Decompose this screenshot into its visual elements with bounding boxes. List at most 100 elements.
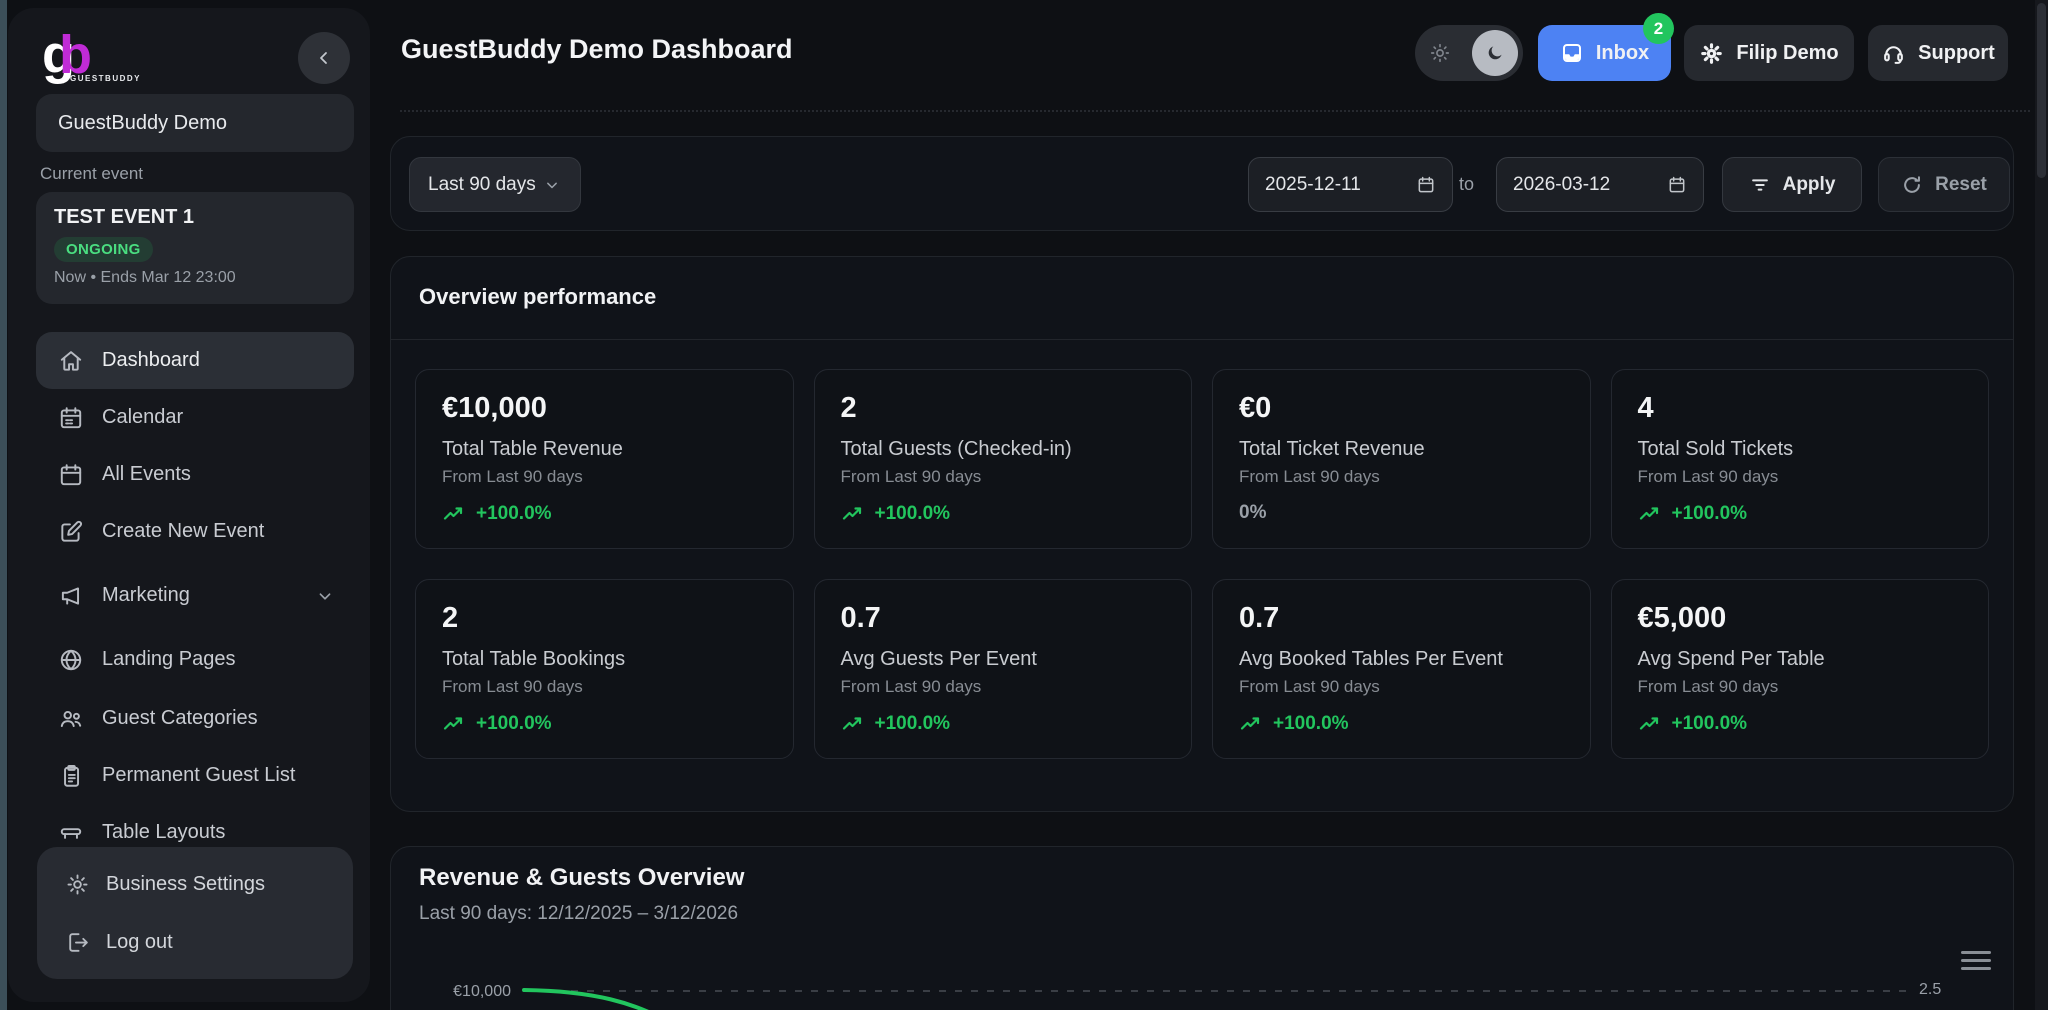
- sidebar-collapse-button[interactable]: [298, 32, 350, 84]
- page-title: GuestBuddy Demo Dashboard: [401, 34, 793, 65]
- chart-menu-button[interactable]: [1961, 951, 1991, 975]
- stat-value: 2: [841, 392, 1166, 425]
- trend-value: +100.0%: [1273, 713, 1349, 735]
- business-settings-button[interactable]: Business Settings: [47, 855, 343, 913]
- to-label: to: [1459, 157, 1474, 212]
- logout-icon: [65, 930, 90, 955]
- stat-value: €5,000: [1638, 602, 1963, 635]
- stat-sub: From Last 90 days: [841, 677, 1166, 697]
- trending-up-icon: [1638, 502, 1662, 526]
- gear-icon: [65, 872, 90, 897]
- stat-trend: +100.0%: [1638, 712, 1963, 736]
- sidebar-nav: Dashboard Calendar All Events Create New…: [36, 332, 354, 861]
- home-icon: [58, 348, 84, 374]
- hamburger-icon: [1961, 951, 1991, 954]
- sidebar-item-label: Permanent Guest List: [102, 764, 295, 787]
- sidebar-item-permanent-guest-list[interactable]: Permanent Guest List: [36, 747, 354, 804]
- trend-value: +100.0%: [476, 713, 552, 735]
- stat-label: Avg Spend Per Table: [1638, 648, 1963, 671]
- apply-button[interactable]: Apply: [1722, 157, 1862, 212]
- sidebar-item-label: Guest Categories: [102, 707, 258, 730]
- stat-label: Avg Booked Tables Per Event: [1239, 648, 1564, 671]
- sidebar-item-landing-pages[interactable]: Landing Pages: [36, 631, 354, 688]
- sidebar-item-label: Dashboard: [102, 349, 200, 372]
- date-to-value: 2026-03-12: [1513, 174, 1610, 196]
- filter-bar: Last 90 days 2025-12-11 to 2026-03-12 Ap…: [390, 136, 2014, 231]
- calendar-icon: [1667, 175, 1687, 195]
- stat-card-avg-booked-tables: 0.7 Avg Booked Tables Per Event From Las…: [1212, 579, 1591, 759]
- logout-button[interactable]: Log out: [47, 913, 343, 971]
- chevron-down-icon: [542, 175, 562, 195]
- sidebar-item-marketing[interactable]: Marketing: [36, 567, 354, 624]
- trending-up-icon: [442, 502, 466, 526]
- sun-icon: [1429, 42, 1451, 64]
- window-edge: [0, 0, 7, 1010]
- stat-sub: From Last 90 days: [1638, 677, 1963, 697]
- chart-subtitle: Last 90 days: 12/12/2025 – 3/12/2026: [419, 903, 738, 925]
- organization-name: GuestBuddy Demo: [58, 112, 227, 135]
- section-divider: [391, 339, 2013, 340]
- stat-label: Total Guests (Checked-in): [841, 438, 1166, 461]
- megaphone-icon: [58, 583, 84, 609]
- reset-label: Reset: [1935, 174, 1987, 196]
- overview-performance-section: Overview performance €10,000 Total Table…: [390, 256, 2014, 812]
- support-label: Support: [1918, 42, 1995, 65]
- trend-value: +100.0%: [476, 503, 552, 525]
- trending-up-icon: [841, 712, 865, 736]
- calendar-blank-icon: [58, 462, 84, 488]
- guestbuddy-logo: gb GUESTBUDDY: [42, 24, 162, 83]
- stat-value: 4: [1638, 392, 1963, 425]
- current-event-label: Current event: [40, 164, 143, 184]
- stat-sub: From Last 90 days: [442, 677, 767, 697]
- hamburger-icon: [1961, 967, 1991, 970]
- chevron-left-icon: [312, 46, 336, 70]
- revenue-chart-line: [521, 981, 1909, 1010]
- organization-selector[interactable]: GuestBuddy Demo: [36, 94, 354, 152]
- theme-toggle[interactable]: [1415, 25, 1523, 81]
- stat-label: Total Table Bookings: [442, 648, 767, 671]
- stat-card-total-sold-tickets: 4 Total Sold Tickets From Last 90 days +…: [1611, 369, 1990, 549]
- stat-trend: +100.0%: [442, 712, 767, 736]
- moon-icon: [1472, 30, 1518, 76]
- inbox-label: Inbox: [1596, 42, 1649, 65]
- app-window: gb GUESTBUDDY GuestBuddy Demo Current ev…: [0, 0, 2048, 1010]
- trending-up-icon: [1239, 712, 1263, 736]
- chart-area: [521, 981, 1909, 1010]
- stat-card-total-table-revenue: €10,000 Total Table Revenue From Last 90…: [415, 369, 794, 549]
- support-button[interactable]: Support: [1868, 25, 2008, 81]
- stat-value: 0.7: [841, 602, 1166, 635]
- stat-card-avg-guests-per-event: 0.7 Avg Guests Per Event From Last 90 da…: [814, 579, 1193, 759]
- y-axis-right-tick: 2.5: [1919, 981, 1941, 999]
- sidebar-item-calendar[interactable]: Calendar: [36, 389, 354, 446]
- chevron-down-icon: [314, 585, 336, 607]
- calendar-icon: [1416, 175, 1436, 195]
- stat-card-avg-spend-per-table: €5,000 Avg Spend Per Table From Last 90 …: [1611, 579, 1990, 759]
- reset-button[interactable]: Reset: [1878, 157, 2010, 212]
- date-range-value: Last 90 days: [428, 174, 536, 196]
- y-axis-left-tick: €10,000: [435, 983, 511, 1001]
- sidebar-item-dashboard[interactable]: Dashboard: [36, 332, 354, 389]
- stat-value: €0: [1239, 392, 1564, 425]
- stat-card-total-guests: 2 Total Guests (Checked-in) From Last 90…: [814, 369, 1193, 549]
- scrollbar-thumb[interactable]: [2037, 3, 2046, 178]
- trending-up-icon: [442, 712, 466, 736]
- stat-label: Total Table Revenue: [442, 438, 767, 461]
- header-divider: [400, 110, 2030, 112]
- current-event-card[interactable]: TEST EVENT 1 ONGOING Now • Ends Mar 12 2…: [36, 192, 354, 304]
- sidebar-item-create-new-event[interactable]: Create New Event: [36, 503, 354, 560]
- date-from-input[interactable]: 2025-12-11: [1248, 157, 1453, 212]
- sidebar-item-guest-categories[interactable]: Guest Categories: [36, 690, 354, 747]
- calendar-icon: [58, 405, 84, 431]
- date-range-select[interactable]: Last 90 days: [409, 157, 581, 212]
- stat-trend: +100.0%: [841, 712, 1166, 736]
- user-menu-button[interactable]: Filip Demo: [1684, 25, 1854, 81]
- sidebar-item-label: Create New Event: [102, 520, 264, 543]
- sidebar-item-all-events[interactable]: All Events: [36, 446, 354, 503]
- stat-value: 2: [442, 602, 767, 635]
- trending-up-icon: [841, 502, 865, 526]
- stat-trend: 0%: [1239, 502, 1564, 524]
- event-name: TEST EVENT 1: [54, 206, 336, 229]
- stat-card-total-table-bookings: 2 Total Table Bookings From Last 90 days…: [415, 579, 794, 759]
- scrollbar[interactable]: [2035, 0, 2048, 1010]
- date-to-input[interactable]: 2026-03-12: [1496, 157, 1704, 212]
